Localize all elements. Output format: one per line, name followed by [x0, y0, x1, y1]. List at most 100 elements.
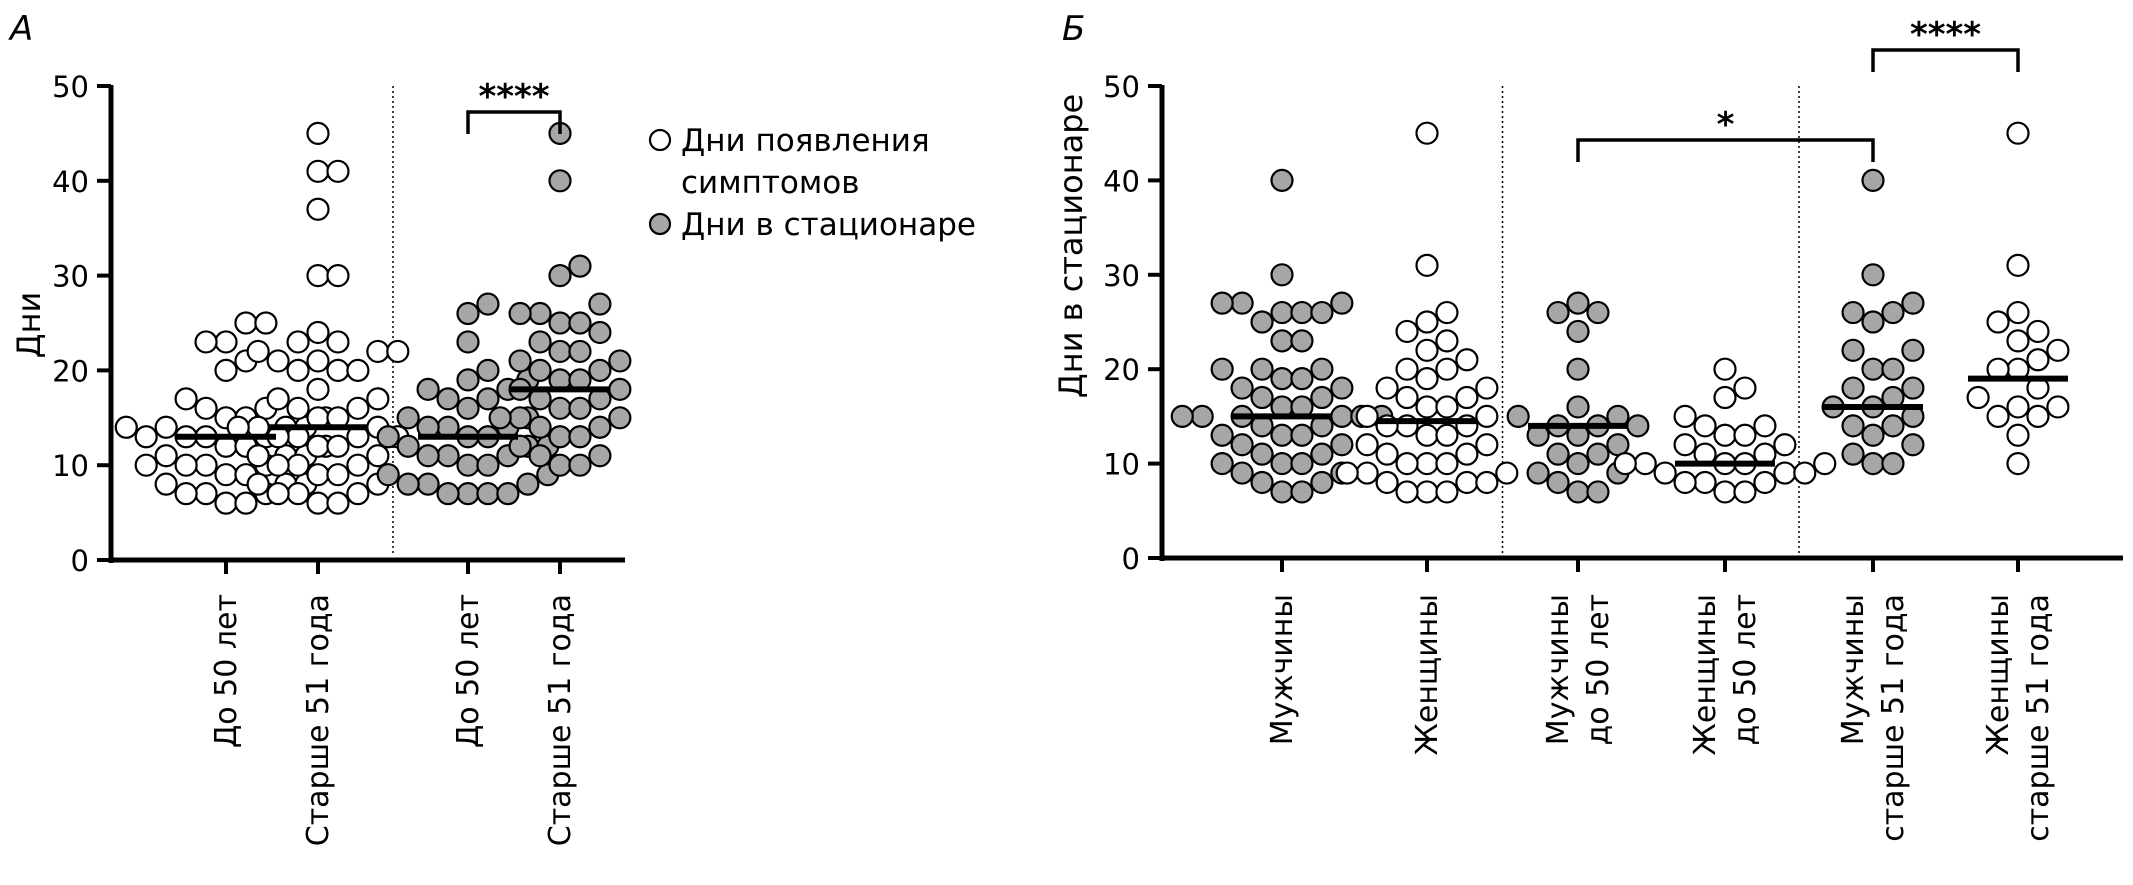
b-data-point — [1966, 385, 1990, 410]
b-data-point — [1546, 300, 1570, 325]
b-data-point — [1841, 338, 1865, 362]
a-data-point — [214, 463, 238, 487]
b-data-point — [1435, 480, 1459, 504]
b-data-point — [1210, 423, 1234, 447]
b-data-point — [1881, 452, 1905, 476]
a-data-point — [306, 121, 330, 145]
b-x-category-label: до 50 лет — [1728, 594, 1763, 745]
a-data-point — [588, 320, 612, 345]
panel-b-medians — [1232, 375, 2068, 467]
b-data-point — [2026, 404, 2050, 428]
b-data-point — [1230, 461, 1254, 485]
a-data-point — [488, 406, 512, 430]
b-data-point — [1415, 480, 1439, 504]
b-data-point — [1415, 253, 1439, 277]
b-data-point — [1861, 452, 1885, 476]
a-y-tick-label: 30 — [52, 260, 89, 294]
a-data-point — [214, 330, 238, 354]
b-data-point — [1210, 291, 1234, 315]
b-data-point — [1566, 452, 1590, 476]
panel-b-points — [1170, 121, 2070, 504]
b-data-point — [1901, 291, 1925, 315]
legend-label: Дни появления — [681, 123, 930, 159]
a-data-point — [528, 301, 552, 326]
b-significance-bracket — [1871, 48, 2020, 72]
a-data-point — [476, 358, 500, 382]
b-y-tick-label: 40 — [1103, 164, 1140, 198]
b-data-point — [1901, 338, 1925, 362]
a-data-point — [326, 358, 350, 382]
b-data-point — [1270, 452, 1294, 476]
b-data-point — [1613, 452, 1637, 476]
b-data-point — [1753, 414, 1777, 438]
a-data-point — [366, 387, 390, 411]
panel-b-y-axis-label: Дни в стационаре — [1052, 94, 1090, 398]
b-data-point — [1455, 442, 1479, 466]
b-data-point — [1210, 452, 1234, 476]
panel-a-medians — [176, 386, 610, 440]
a-data-point — [436, 444, 460, 468]
a-data-point — [456, 396, 480, 420]
b-data-point — [1270, 329, 1294, 353]
a-data-point — [234, 311, 258, 335]
a-data-point — [286, 330, 310, 354]
b-data-point — [1881, 357, 1905, 381]
a-data-point — [568, 254, 592, 278]
a-data-point — [306, 377, 330, 401]
a-data-point — [508, 434, 532, 458]
legend-label: симптомов — [681, 165, 860, 201]
a-data-point — [266, 349, 290, 373]
b-data-point — [1330, 291, 1354, 315]
b-data-point — [1190, 404, 1214, 428]
b-data-point — [1310, 442, 1334, 466]
a-data-point — [568, 396, 592, 420]
a-y-tick-label: 0 — [71, 544, 89, 578]
b-data-point — [1355, 433, 1379, 457]
a-data-point — [376, 425, 400, 449]
b-data-point — [1290, 300, 1314, 325]
a-data-point — [326, 159, 350, 183]
b-data-point — [2026, 319, 2050, 344]
a-data-point — [508, 406, 532, 430]
b-data-point — [1713, 385, 1737, 410]
b-data-point — [1566, 480, 1590, 504]
a-data-point — [366, 444, 390, 468]
b-data-point — [1861, 357, 1885, 381]
a-data-point — [568, 425, 592, 449]
b-data-point — [1330, 404, 1354, 428]
b-data-point — [1841, 442, 1865, 466]
b-data-point — [1841, 414, 1865, 438]
b-data-point — [1566, 395, 1590, 419]
b-data-point — [1586, 300, 1610, 325]
a-data-point — [174, 453, 198, 477]
b-data-point — [2006, 329, 2030, 353]
a-x-category-label: Старше 51 года — [543, 594, 578, 846]
a-data-point — [476, 453, 500, 477]
b-x-category-label: старше 51 года — [2021, 594, 2056, 842]
b-data-point — [1455, 348, 1479, 372]
b-data-point — [1290, 367, 1314, 391]
a-data-point — [306, 463, 330, 487]
b-data-point — [1435, 357, 1459, 381]
a-data-point — [266, 387, 290, 411]
b-data-point — [1330, 433, 1354, 457]
a-data-point — [548, 396, 572, 420]
a-data-point — [548, 169, 572, 193]
b-data-point — [1881, 300, 1905, 325]
b-data-point — [1355, 404, 1379, 428]
b-data-point — [1170, 404, 1194, 428]
a-data-point — [476, 482, 500, 506]
a-data-point — [214, 358, 238, 382]
b-y-tick-label: 20 — [1103, 353, 1140, 387]
b-data-point — [1375, 470, 1399, 495]
b-data-point — [1210, 357, 1234, 381]
a-data-point — [456, 330, 480, 354]
b-data-point — [1673, 433, 1697, 457]
b-data-point — [1310, 300, 1334, 325]
b-data-point — [1475, 433, 1499, 457]
a-data-point — [456, 368, 480, 392]
b-x-category-label: старше 51 года — [1876, 594, 1911, 842]
b-data-point — [1395, 452, 1419, 476]
b-y-tick-label: 10 — [1103, 448, 1140, 482]
b-data-point — [1415, 395, 1439, 419]
